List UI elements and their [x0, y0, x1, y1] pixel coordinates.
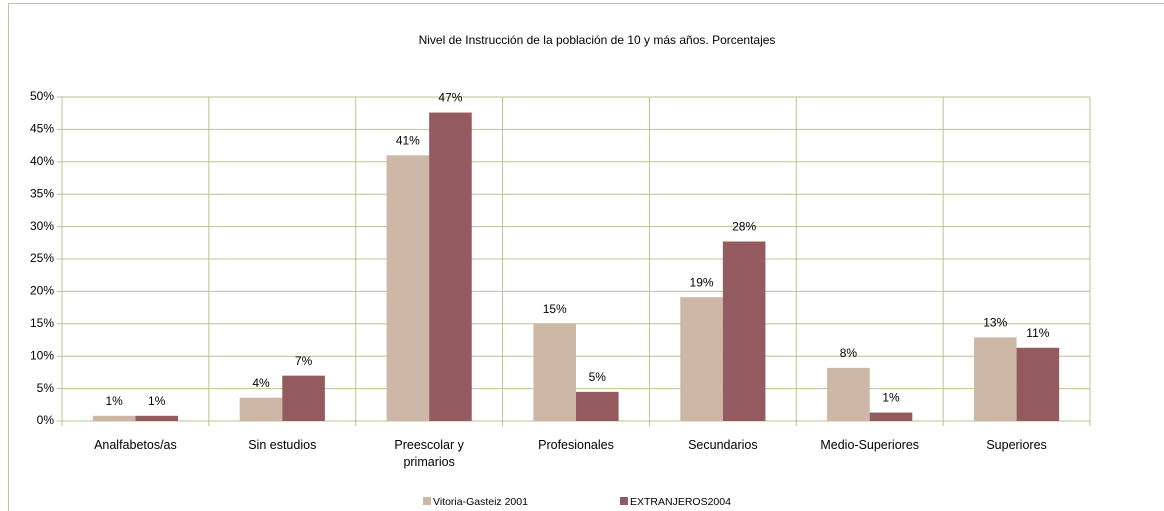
bar [533, 323, 576, 421]
data-label: 15% [543, 302, 567, 316]
data-label: 1% [148, 394, 166, 408]
data-label: 47% [438, 91, 462, 105]
y-tick-label: 35% [30, 186, 54, 200]
data-label: 1% [882, 391, 900, 405]
bar [92, 415, 136, 421]
data-label: 13% [983, 316, 1007, 330]
x-tick-label: Superiores [986, 438, 1047, 452]
bar [386, 155, 430, 421]
y-tick-label: 50% [30, 89, 54, 103]
y-tick-label: 30% [30, 219, 54, 233]
y-tick-label: 15% [30, 316, 54, 330]
legend-swatch [620, 497, 628, 505]
bar [239, 397, 283, 421]
legend-swatch [423, 497, 431, 505]
data-label: 41% [396, 133, 420, 147]
data-label: 11% [1026, 326, 1049, 340]
x-tick-label: Preescolar y primarios [394, 438, 464, 469]
bar [1016, 347, 1060, 421]
data-label: 7% [295, 354, 313, 368]
data-label: 5% [589, 370, 607, 384]
x-tick-label: Analfabetos/as [94, 438, 177, 452]
data-label: 1% [105, 394, 123, 408]
y-tick-label: 10% [30, 348, 54, 362]
x-tick-label: Sin estudios [248, 438, 317, 452]
data-label: 28% [732, 220, 756, 234]
y-tick-label: 5% [37, 381, 55, 395]
x-tick-label: Secundarios [688, 438, 758, 452]
y-tick-label: 45% [30, 122, 54, 136]
legend-label: EXTRANJEROS2004 [630, 496, 731, 508]
y-tick-label: 20% [30, 284, 54, 298]
y-tick-label: 0% [37, 413, 55, 427]
bar [429, 112, 472, 421]
bar [869, 412, 913, 421]
legend-label: Vitoria-Gasteiz 2001 [433, 496, 528, 508]
bar [827, 367, 870, 421]
bar [135, 415, 179, 421]
y-tick-label: 25% [30, 251, 54, 265]
x-tick-label: Profesionales [538, 438, 614, 452]
data-label: 8% [840, 346, 858, 360]
y-tick-label: 40% [30, 154, 54, 168]
chart-title: Nivel de Instrucción de la población de … [419, 33, 776, 47]
chart-border [8, 3, 1164, 511]
data-label: 19% [690, 275, 714, 289]
x-tick-label: Medio-Superiores [820, 438, 920, 452]
bar [722, 241, 766, 421]
bar [973, 337, 1017, 421]
data-label: 4% [252, 376, 270, 390]
bar [680, 297, 723, 421]
bar [282, 375, 325, 421]
bar [576, 391, 619, 421]
